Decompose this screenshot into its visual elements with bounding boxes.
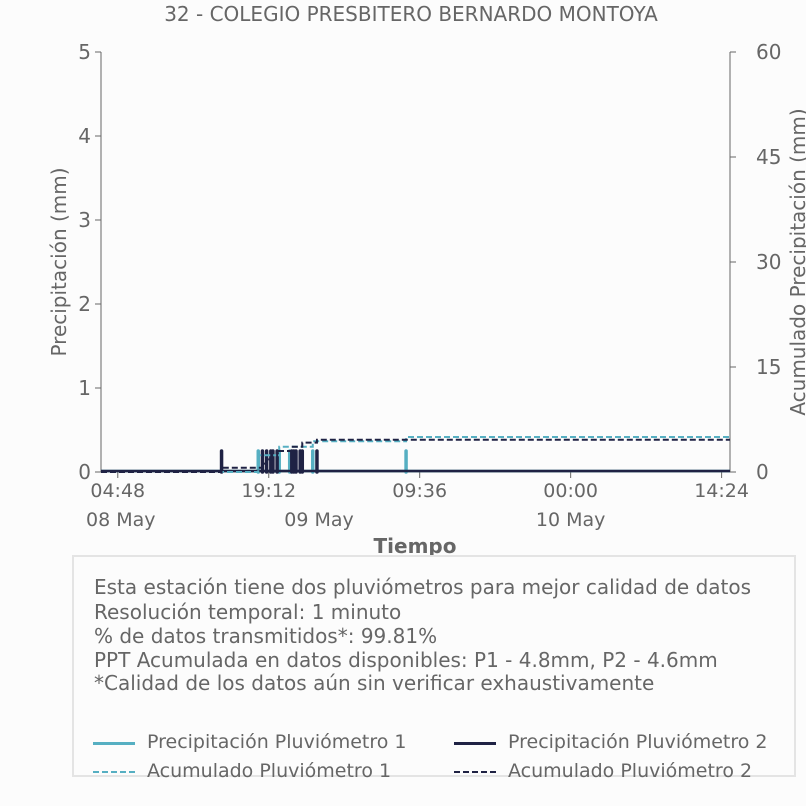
lines-group — [101, 436, 730, 473]
legend-label-acc2: Acumulado Pluviómetro 2 — [508, 760, 753, 782]
y2-tick-label: 0 — [756, 460, 769, 484]
y-axis-label: Precipitación (mm) — [47, 167, 71, 356]
legend-swatch-acc1 — [93, 771, 135, 773]
info-box: Esta estación tiene dos pluviómetros par… — [72, 555, 796, 782]
legend-swatch-p2 — [454, 742, 496, 745]
x-axis-label: Tiempo — [374, 534, 457, 558]
x-tick-label: 09:36 — [392, 480, 447, 502]
info-line-1: Esta estación tiene dos pluviómetros par… — [94, 575, 752, 599]
y-tick-label: 3 — [78, 208, 91, 232]
info-line-5: *Calidad de los datos aún sin verificar … — [94, 671, 655, 695]
x-tick-label: 14:24 — [694, 480, 749, 502]
y2-tick-label: 15 — [756, 355, 781, 379]
info-line-4: PPT Acumulada en datos disponibles: P1 -… — [94, 648, 718, 672]
x-date-label: 10 May — [536, 509, 606, 531]
x-date-label: 09 May — [284, 509, 354, 531]
legend-label-p1: Precipitación Pluviómetro 1 — [147, 731, 407, 753]
line-acc1 — [101, 436, 730, 473]
line-acc2 — [101, 438, 730, 473]
x-tick-label: 19:12 — [241, 480, 296, 502]
legend-swatch-acc2 — [454, 771, 496, 773]
x-tick-label: 04:48 — [90, 480, 145, 502]
chart-title: 32 - COLEGIO PRESBITERO BERNARDO MONTOYA — [164, 2, 658, 26]
x-date-label: 08 May — [86, 509, 156, 531]
y-tick-label: 0 — [78, 460, 91, 484]
x-tick-label: 00:00 — [543, 480, 598, 502]
bars-group — [101, 449, 730, 474]
y2-tick-label: 60 — [756, 40, 781, 64]
y2-tick-label: 30 — [756, 250, 781, 274]
y-tick-label: 1 — [78, 376, 91, 400]
y2-axis-label: Acumulado Precipitación (mm) — [786, 108, 806, 415]
info-line-3: % de datos transmitidos*: 99.81% — [94, 624, 438, 648]
info-line-2: Resolución temporal: 1 minuto — [94, 600, 402, 624]
y2-tick-label: 45 — [756, 145, 781, 169]
precipitation-chart: 32 - COLEGIO PRESBITERO BERNARDO MONTOYA… — [47, 2, 806, 558]
legend-label-acc1: Acumulado Pluviómetro 1 — [147, 760, 392, 782]
y-tick-label: 4 — [78, 124, 91, 148]
legend-swatch-p1 — [93, 742, 135, 745]
y-tick-label: 2 — [78, 292, 91, 316]
y-tick-label: 5 — [78, 40, 91, 64]
legend-label-p2: Precipitación Pluviómetro 2 — [508, 731, 768, 753]
